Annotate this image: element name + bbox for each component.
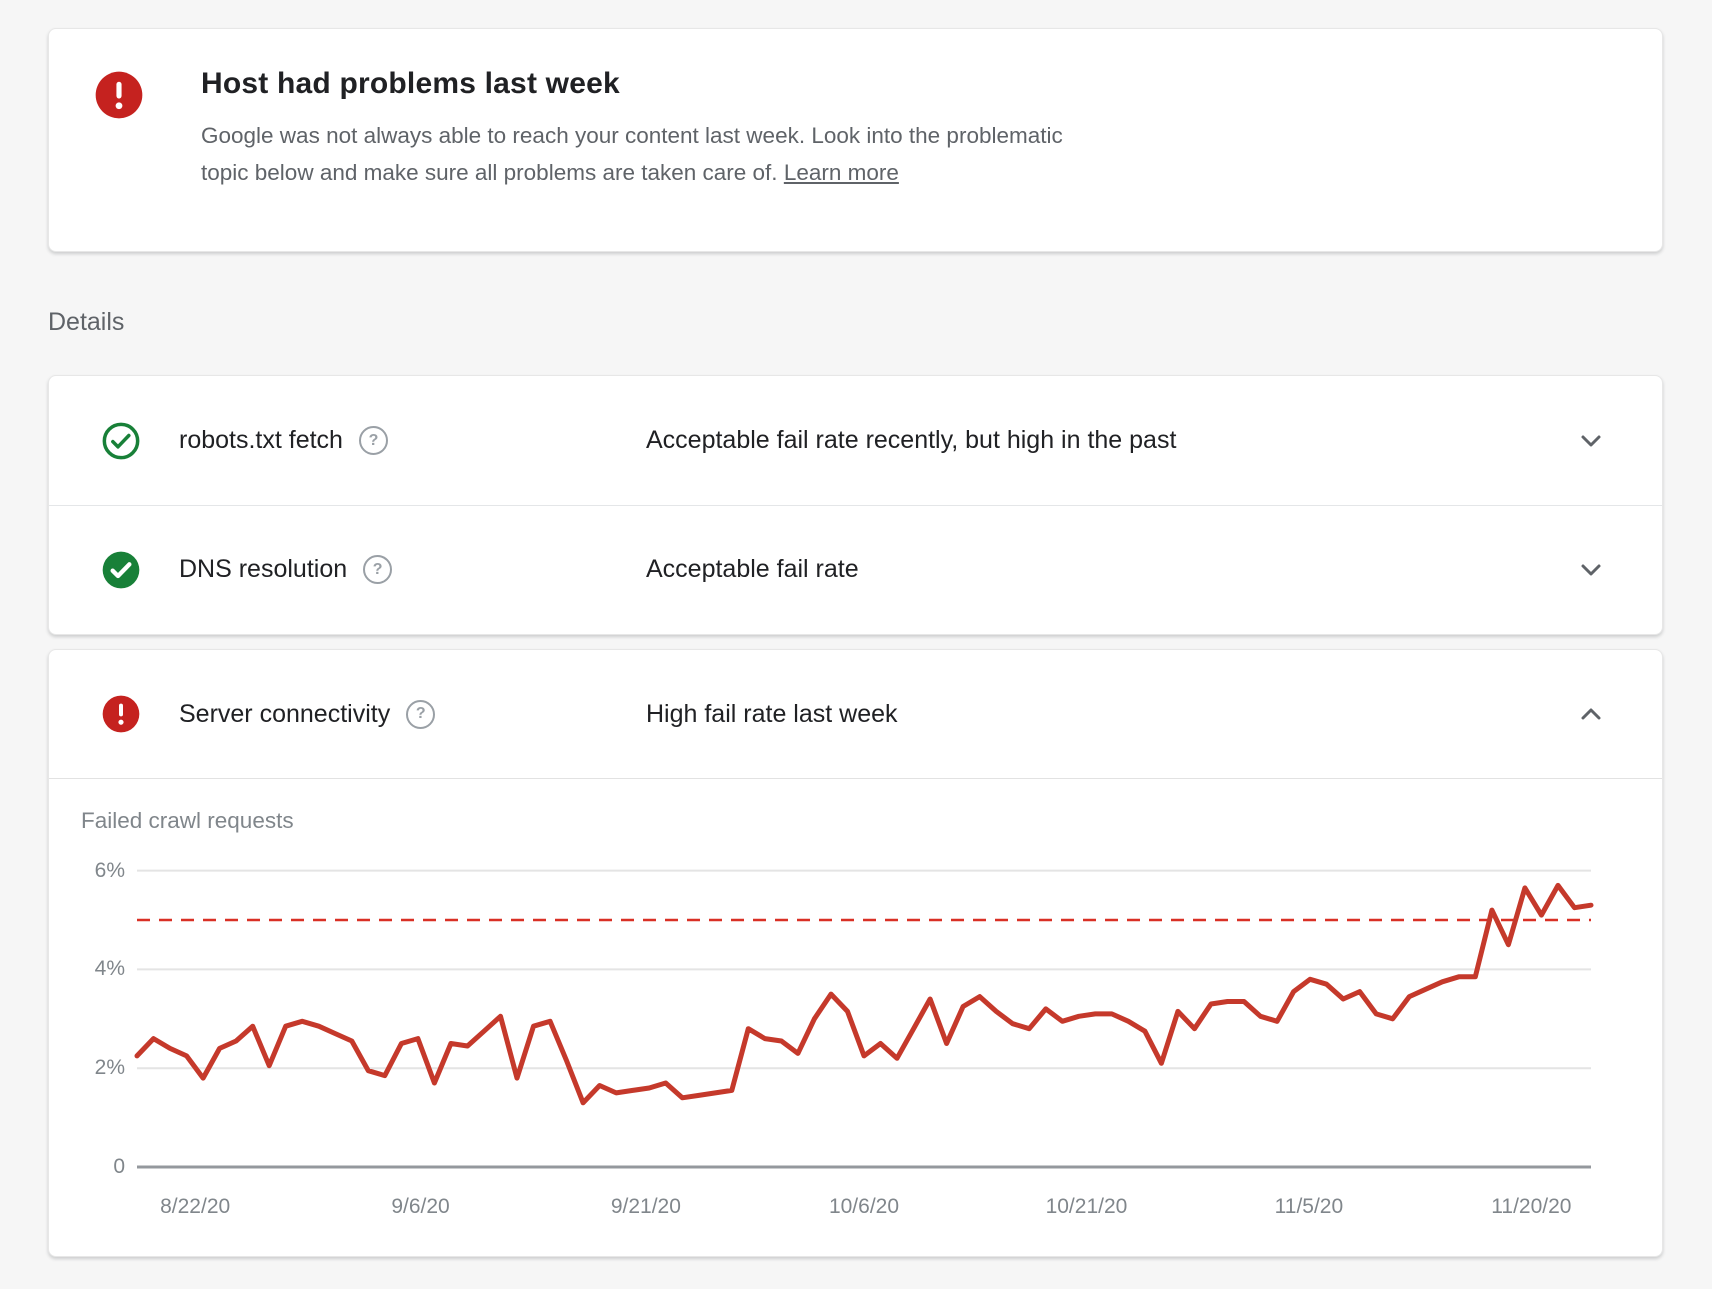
row-divider [49, 505, 1662, 506]
x-tick-label: 9/21/20 [610, 1195, 681, 1218]
y-tick-label: 6% [94, 858, 125, 882]
x-tick-label: 11/5/20 [1274, 1195, 1344, 1218]
row-dns-resolution[interactable]: DNS resolution ? Acceptable fail rate [49, 505, 1662, 634]
details-heading: Details [48, 308, 125, 336]
check-circle-outline-icon [101, 421, 141, 461]
check-circle-icon [101, 550, 141, 590]
chevron-up-icon[interactable] [1576, 699, 1606, 729]
row-status: Acceptable fail rate [646, 555, 859, 583]
y-tick-label: 0 [113, 1155, 125, 1178]
banner-description: Google was not always able to reach your… [201, 117, 1063, 191]
help-icon[interactable]: ? [406, 699, 436, 729]
row-label: DNS resolution [179, 555, 348, 583]
learn-more-link[interactable]: Learn more [783, 160, 899, 185]
chevron-down-icon[interactable] [1576, 555, 1606, 585]
x-tick-label: 9/6/20 [391, 1195, 450, 1218]
host-problems-banner: Host had problems last week Google was n… [48, 28, 1663, 252]
x-tick-label: 11/20/20 [1491, 1195, 1572, 1218]
row-status: Acceptable fail rate recently, but high … [646, 426, 1177, 454]
x-tick-label: 10/21/20 [1045, 1195, 1128, 1218]
error-icon [91, 67, 147, 123]
header-chart-divider [49, 778, 1662, 779]
error-icon [101, 694, 141, 734]
banner-description-line2: topic below and make sure all problems a… [201, 160, 778, 185]
row-server-connectivity[interactable]: Server connectivity ? High fail rate las… [49, 650, 1662, 778]
x-tick-label: 8/22/20 [160, 1195, 231, 1218]
y-tick-label: 4% [94, 957, 125, 981]
chart-title: Failed crawl requests [81, 808, 294, 833]
chart-canvas [134, 869, 1594, 1169]
x-tick-label: 10/6/20 [828, 1195, 900, 1218]
banner-description-line1: Google was not always able to reach your… [201, 123, 1063, 148]
failed-crawl-requests-line [134, 882, 1594, 1106]
failed-crawl-requests-chart: Failed crawl requests 6% 4% 2% 0 8/22/20 9/6/… [49, 778, 1664, 1258]
banner-title: Host had problems last week [201, 67, 620, 100]
row-status: High fail rate last week [646, 699, 898, 728]
row-label: Server connectivity [179, 699, 391, 728]
help-icon[interactable]: ? [363, 555, 393, 584]
row-label: robots.txt fetch [179, 426, 343, 454]
help-icon[interactable]: ? [358, 426, 388, 455]
details-card: robots.txt fetch ? Acceptable fail rate … [48, 375, 1663, 635]
y-tick-label: 2% [94, 1056, 125, 1080]
server-connectivity-card: Server connectivity ? High fail rate las… [48, 649, 1663, 1257]
chevron-down-icon[interactable] [1576, 426, 1606, 456]
row-robots-txt-fetch[interactable]: robots.txt fetch ? Acceptable fail rate … [49, 376, 1662, 505]
